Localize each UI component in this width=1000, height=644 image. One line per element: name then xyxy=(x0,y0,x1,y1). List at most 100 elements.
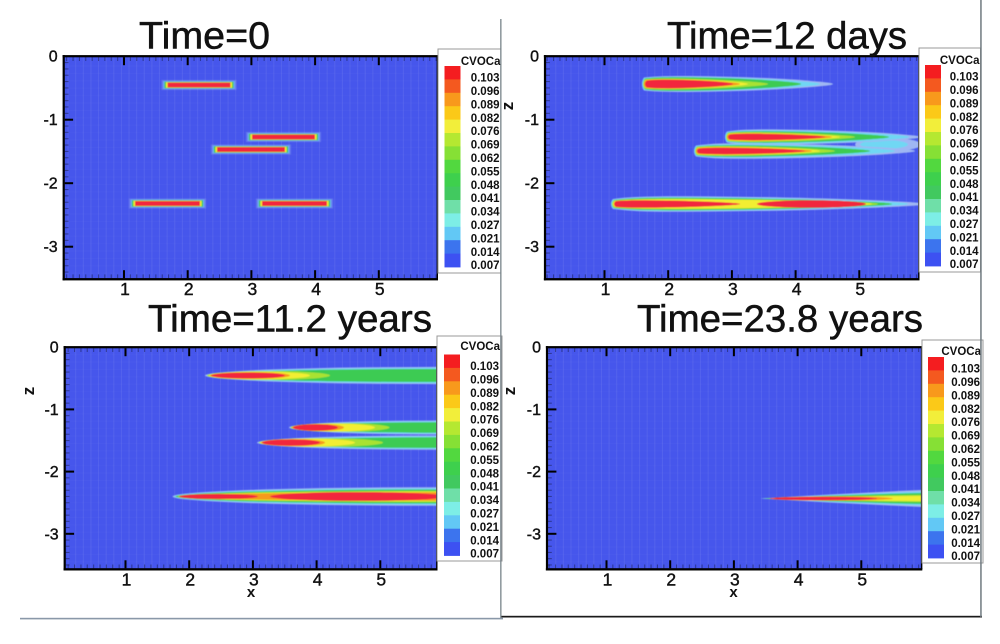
svg-text:0.034: 0.034 xyxy=(950,206,979,218)
svg-text:0.055: 0.055 xyxy=(471,166,500,178)
svg-text:-3: -3 xyxy=(525,239,539,256)
svg-text:3: 3 xyxy=(730,569,740,589)
svg-text:4: 4 xyxy=(311,279,321,299)
svg-text:0.076: 0.076 xyxy=(951,417,980,429)
svg-text:-1: -1 xyxy=(44,402,58,419)
svg-text:0.034: 0.034 xyxy=(470,495,499,507)
svg-text:0.089: 0.089 xyxy=(950,98,979,110)
svg-text:3: 3 xyxy=(728,279,738,299)
svg-text:-2: -2 xyxy=(44,464,58,481)
svg-text:3: 3 xyxy=(249,569,259,589)
svg-text:0.021: 0.021 xyxy=(950,232,979,244)
svg-text:0.069: 0.069 xyxy=(471,140,500,152)
svg-text:0.089: 0.089 xyxy=(951,390,980,402)
svg-text:0.027: 0.027 xyxy=(951,511,980,523)
svg-text:0.007: 0.007 xyxy=(471,260,500,272)
svg-text:3: 3 xyxy=(248,279,258,299)
svg-text:5: 5 xyxy=(857,569,867,589)
svg-text:x: x xyxy=(729,584,738,601)
svg-text:1: 1 xyxy=(122,569,132,589)
svg-text:0.096: 0.096 xyxy=(950,85,979,97)
svg-text:Time=23.8 years: Time=23.8 years xyxy=(637,299,923,341)
svg-text:0.103: 0.103 xyxy=(471,73,500,85)
svg-text:-1: -1 xyxy=(43,112,57,129)
svg-text:4: 4 xyxy=(794,569,804,589)
svg-text:0.041: 0.041 xyxy=(470,482,499,494)
svg-text:0.027: 0.027 xyxy=(470,509,499,521)
svg-text:0.089: 0.089 xyxy=(471,99,500,111)
svg-text:-2: -2 xyxy=(43,176,57,193)
svg-text:-1: -1 xyxy=(527,402,541,419)
svg-text:CVOCa: CVOCa xyxy=(941,346,981,358)
svg-text:1: 1 xyxy=(603,569,613,589)
svg-text:0.055: 0.055 xyxy=(950,165,979,177)
svg-text:0: 0 xyxy=(49,49,58,66)
svg-text:0.096: 0.096 xyxy=(951,377,980,389)
svg-text:Time=12 days: Time=12 days xyxy=(667,16,907,58)
svg-text:0.041: 0.041 xyxy=(951,484,980,496)
svg-text:5: 5 xyxy=(375,279,385,299)
svg-text:0.055: 0.055 xyxy=(951,457,980,469)
svg-text:CVOCa: CVOCa xyxy=(461,56,501,68)
svg-text:0.014: 0.014 xyxy=(950,246,979,258)
svg-text:4: 4 xyxy=(792,279,802,299)
svg-text:0.034: 0.034 xyxy=(951,498,980,510)
svg-text:5: 5 xyxy=(376,569,386,589)
svg-text:2: 2 xyxy=(666,569,676,589)
svg-text:-3: -3 xyxy=(527,526,541,543)
svg-text:0.082: 0.082 xyxy=(470,401,499,413)
svg-text:0.103: 0.103 xyxy=(950,72,979,84)
svg-text:0.014: 0.014 xyxy=(471,247,500,259)
svg-text:0: 0 xyxy=(50,340,59,357)
svg-text:0: 0 xyxy=(532,340,541,357)
svg-text:0.034: 0.034 xyxy=(471,207,500,219)
svg-text:0.007: 0.007 xyxy=(470,549,499,561)
svg-text:0.062: 0.062 xyxy=(470,442,499,454)
svg-text:z: z xyxy=(500,387,519,396)
svg-text:0.062: 0.062 xyxy=(951,444,980,456)
svg-text:0.007: 0.007 xyxy=(950,259,979,271)
svg-text:0.021: 0.021 xyxy=(951,524,980,536)
svg-text:0.069: 0.069 xyxy=(950,139,979,151)
svg-text:0.076: 0.076 xyxy=(950,125,979,137)
svg-text:0.021: 0.021 xyxy=(471,233,500,245)
svg-text:2: 2 xyxy=(185,569,195,589)
svg-text:Time=11.2 years: Time=11.2 years xyxy=(148,299,432,341)
svg-text:0.062: 0.062 xyxy=(471,153,500,165)
svg-text:0.089: 0.089 xyxy=(470,388,499,400)
svg-text:0.096: 0.096 xyxy=(471,86,500,98)
svg-text:0.048: 0.048 xyxy=(950,179,979,191)
svg-text:0.007: 0.007 xyxy=(951,551,980,563)
svg-text:0.082: 0.082 xyxy=(950,112,979,124)
svg-text:0.055: 0.055 xyxy=(470,455,499,467)
svg-text:0.076: 0.076 xyxy=(470,415,499,427)
svg-text:0.041: 0.041 xyxy=(950,192,979,204)
svg-text:0.069: 0.069 xyxy=(470,428,499,440)
svg-text:x: x xyxy=(247,584,256,601)
svg-text:0.082: 0.082 xyxy=(471,113,500,125)
svg-text:0.048: 0.048 xyxy=(470,468,499,480)
svg-text:0.103: 0.103 xyxy=(470,361,499,373)
svg-text:-2: -2 xyxy=(525,176,539,193)
svg-text:5: 5 xyxy=(855,279,865,299)
svg-text:CVOCa: CVOCa xyxy=(460,341,500,353)
svg-text:0.069: 0.069 xyxy=(951,431,980,443)
svg-text:-1: -1 xyxy=(525,112,539,129)
svg-text:-3: -3 xyxy=(43,239,57,256)
svg-text:-3: -3 xyxy=(44,526,58,543)
svg-text:0.048: 0.048 xyxy=(471,180,500,192)
svg-text:1: 1 xyxy=(601,279,611,299)
svg-text:0.096: 0.096 xyxy=(470,375,499,387)
svg-text:z: z xyxy=(19,387,38,396)
svg-text:0.103: 0.103 xyxy=(951,364,980,376)
svg-text:0.041: 0.041 xyxy=(471,193,500,205)
svg-text:0.027: 0.027 xyxy=(471,220,500,232)
svg-text:0.014: 0.014 xyxy=(951,538,980,550)
svg-text:Time=0: Time=0 xyxy=(139,16,270,58)
svg-text:0.014: 0.014 xyxy=(470,535,499,547)
svg-text:4: 4 xyxy=(313,569,323,589)
svg-text:0: 0 xyxy=(530,49,539,66)
svg-text:2: 2 xyxy=(184,279,194,299)
svg-text:2: 2 xyxy=(664,279,674,299)
svg-text:0.082: 0.082 xyxy=(951,404,980,416)
